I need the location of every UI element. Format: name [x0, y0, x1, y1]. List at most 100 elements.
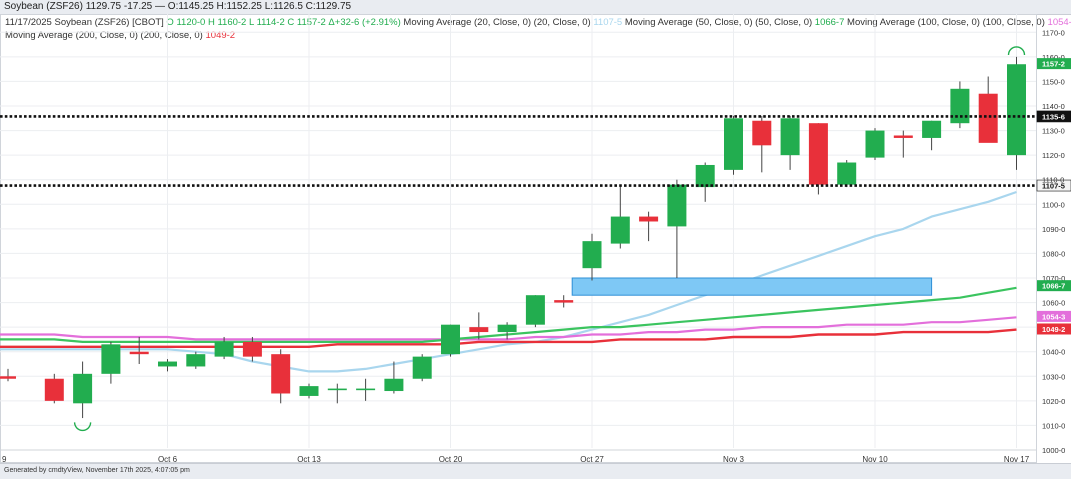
- candles: [0, 56, 1026, 419]
- x-tick-label: Oct 27: [580, 455, 604, 463]
- legend-low: L 1114-2: [249, 17, 285, 28]
- y-tick-label: 1090-0: [1042, 225, 1065, 234]
- y-tick-label: 1150-0: [1042, 77, 1065, 86]
- legend-ma200-value: 1049-2: [205, 30, 236, 41]
- candle-body: [356, 388, 376, 391]
- chart-legend-line-2: Moving Average (200, Close, 0) (200, Clo…: [5, 30, 235, 41]
- candle: [610, 184, 630, 249]
- candle-body: [73, 373, 93, 404]
- candle-body: [101, 344, 121, 374]
- candle: [695, 162, 715, 202]
- chart-legend-line-1: 11/17/2025 Soybean (ZSF26) [CBOT] O 1120…: [5, 17, 1071, 28]
- candle: [0, 368, 16, 382]
- candle: [893, 130, 913, 158]
- legend-ma50-value: 1066-7: [814, 17, 845, 28]
- candle: [214, 336, 234, 360]
- candle-body: [327, 388, 347, 391]
- candle-body: [837, 162, 857, 185]
- candle-body: [242, 341, 262, 357]
- x-tick-label: 9: [2, 455, 7, 463]
- candle: [327, 383, 347, 404]
- candle: [639, 211, 659, 242]
- ma200-line: [0, 328, 1017, 348]
- candle: [752, 115, 772, 173]
- window-title-bar: Soybean (ZSF26) 1129.75 -17.25 — O:1145.…: [0, 0, 1071, 15]
- chart-grid: [0, 14, 1037, 463]
- price-tag: [1037, 280, 1071, 292]
- candle: [808, 123, 828, 195]
- candle-body: [469, 327, 489, 333]
- reversal-arc: [73, 422, 92, 432]
- candle-body: [582, 241, 602, 269]
- reversal-arc: [1007, 46, 1026, 56]
- horizontal-levels[interactable]: 1135-6 1107-5: [0, 110, 1071, 192]
- candle-body: [441, 324, 460, 355]
- y-tick-label: 1080-0: [1042, 249, 1065, 258]
- y-tick-label: 1100-0: [1042, 200, 1065, 209]
- ma50-line: [0, 286, 1017, 343]
- level-tag-label: 1107-5: [1042, 182, 1065, 191]
- x-tick-label: Nov 17: [1004, 455, 1030, 463]
- candle-body: [412, 356, 432, 379]
- footer-text: Generated by cmdtyView, November 17th 20…: [4, 467, 190, 474]
- legend-ma100-label[interactable]: Moving Average (100, Close, 0) (100, Clo…: [847, 17, 1045, 28]
- y-tick-label: 1160-0: [1042, 53, 1065, 62]
- candle-body: [865, 130, 885, 158]
- price-axis[interactable]: 1000-01010-01020-01030-01040-01050-01060…: [1037, 28, 1071, 455]
- candle: [525, 295, 545, 328]
- candle-body: [384, 378, 404, 392]
- candle: [724, 115, 743, 175]
- price-tag: [1037, 323, 1071, 335]
- legend-high: H 1160-2: [207, 17, 247, 28]
- support-zone-box[interactable]: [571, 277, 933, 296]
- legend-close: C 1157-2: [287, 17, 326, 28]
- candle-body: [667, 184, 687, 227]
- x-tick-label: Nov 3: [723, 455, 744, 463]
- x-tick-label: Oct 20: [439, 455, 463, 463]
- candle-body: [44, 378, 64, 401]
- level-tag-label: 1135-6: [1042, 112, 1065, 121]
- y-tick-label: 1130-0: [1042, 127, 1065, 136]
- candlestick-chart[interactable]: 1135-6 1107-5 1000-0 1010-0 1020-0 1030-0 104…: [0, 14, 1071, 463]
- legend-ma200-label[interactable]: Moving Average (200, Close, 0) (200, Clo…: [5, 30, 203, 41]
- candle-body: [129, 351, 149, 355]
- candle-body: [752, 120, 772, 146]
- y-tick-label: 1060-0: [1042, 299, 1065, 308]
- legend-ma20-label[interactable]: Moving Average (20, Close, 0) (20, Close…: [403, 17, 591, 28]
- y-tick-label: 1120-0: [1042, 151, 1065, 160]
- support-zone[interactable]: [571, 277, 933, 296]
- candle-body: [893, 135, 913, 138]
- candle-body: [554, 300, 574, 303]
- candle: [667, 179, 687, 278]
- legend-ma50-label[interactable]: Moving Average (50, Close, 0) (50, Close…: [624, 17, 813, 28]
- window-title: Soybean (ZSF26) 1129.75 -17.25 — O:1145.…: [4, 1, 352, 12]
- candle: [950, 81, 970, 129]
- time-axis[interactable]: 9 Oct 6 Oct 13 Oct 20 Oct 27 Nov 3 Nov 10 Nov 1…: [2, 455, 1030, 463]
- candle-body: [214, 341, 234, 357]
- candle-body: [808, 123, 828, 185]
- price-tag-label: 1157-2: [1042, 60, 1065, 69]
- candle: [978, 76, 998, 143]
- price-tag: [1037, 310, 1071, 322]
- candle: [412, 354, 432, 382]
- candle: [242, 336, 262, 362]
- level-tag: [1036, 179, 1071, 192]
- candle-body: [0, 376, 16, 379]
- candle: [497, 322, 517, 340]
- candle: [44, 373, 64, 404]
- candle-body: [610, 216, 630, 244]
- candle-body: [497, 324, 517, 333]
- x-tick-label: Oct 6: [158, 455, 178, 463]
- y-tick-label: 1110-0: [1042, 176, 1064, 185]
- y-tick-label: 1020-0: [1042, 397, 1065, 406]
- y-tick-label: 1010-0: [1042, 421, 1065, 430]
- candle-body: [922, 120, 942, 138]
- y-tick-label: 1070-0: [1042, 274, 1065, 283]
- price-tag: [1037, 58, 1071, 70]
- candle: [129, 336, 149, 364]
- candle-body: [978, 93, 998, 143]
- candle: [922, 120, 942, 151]
- plot-border: [0, 14, 1037, 463]
- price-tag-label: 1054-3: [1042, 312, 1065, 321]
- candle-body: [695, 164, 715, 188]
